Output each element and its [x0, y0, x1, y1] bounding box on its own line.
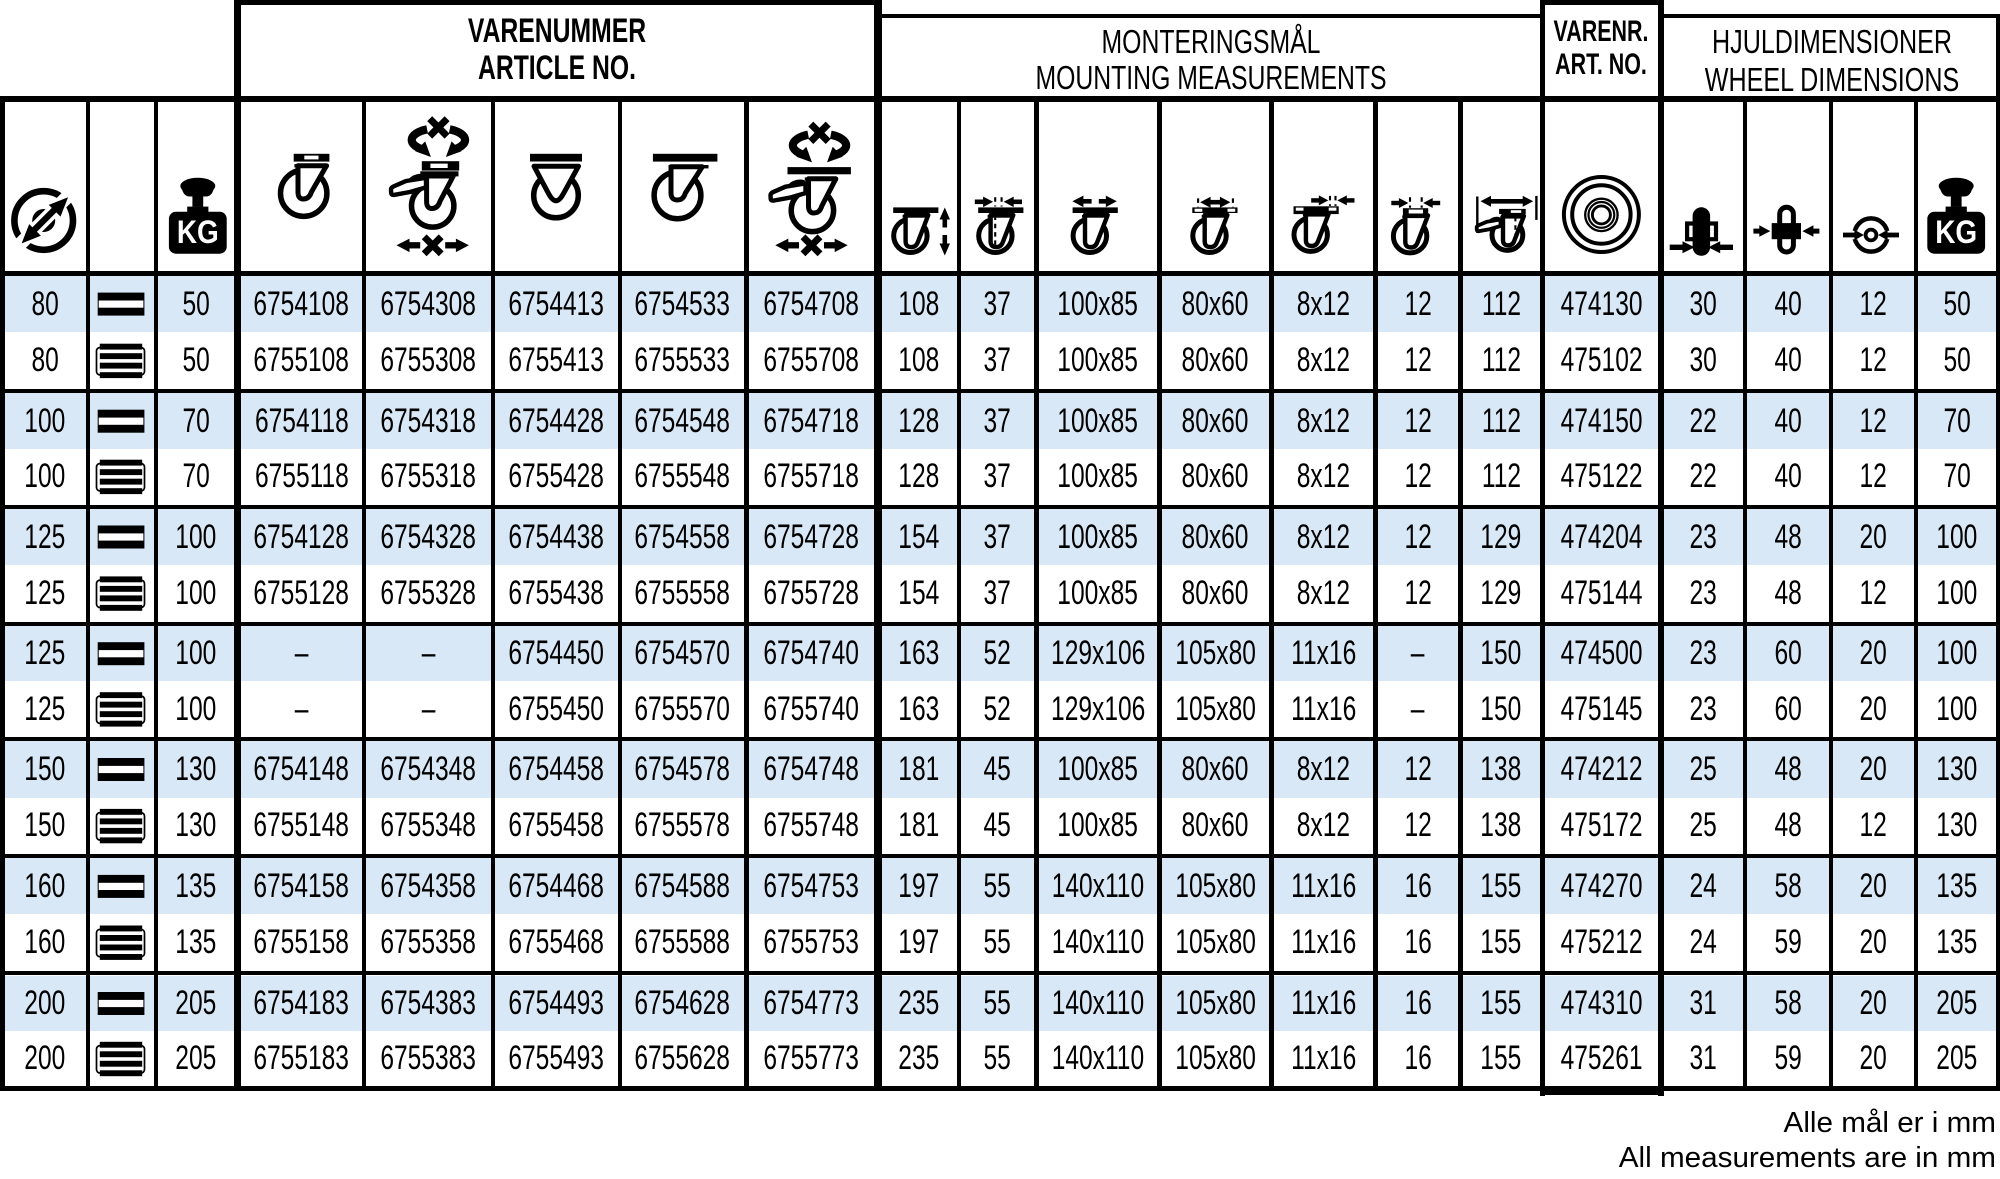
svg-text:KG: KG	[177, 215, 219, 250]
svg-text:KG: KG	[1935, 215, 1977, 250]
